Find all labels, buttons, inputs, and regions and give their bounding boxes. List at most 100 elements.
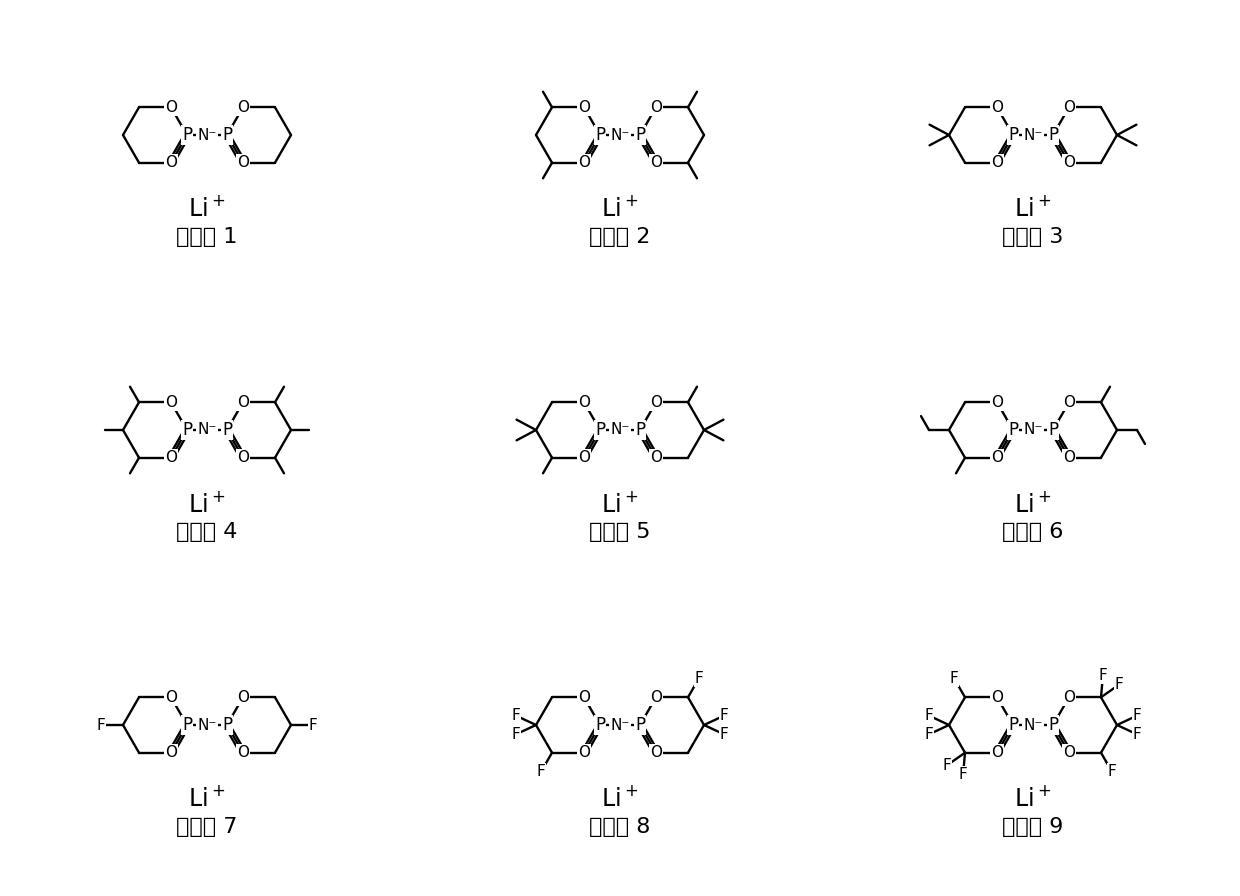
Text: F: F [925, 708, 934, 723]
Text: O: O [650, 395, 662, 409]
Text: F: F [694, 671, 703, 685]
Text: 化合物 6: 化合物 6 [1002, 522, 1064, 542]
Text: P: P [1008, 126, 1018, 144]
Text: S: S [579, 745, 589, 761]
Text: P: P [222, 421, 232, 439]
Text: O: O [1063, 451, 1075, 465]
Text: O: O [578, 155, 590, 170]
Text: Li$^+$: Li$^+$ [601, 492, 639, 516]
Text: O: O [991, 745, 1003, 760]
Text: O: O [165, 745, 177, 760]
Text: O: O [237, 99, 249, 115]
Text: O: O [578, 690, 590, 705]
Text: F: F [950, 671, 959, 685]
Text: F: F [719, 727, 728, 742]
Text: Li$^+$: Li$^+$ [601, 787, 639, 812]
Text: P: P [1048, 716, 1058, 734]
Text: Li$^+$: Li$^+$ [1014, 196, 1052, 221]
Text: P: P [1048, 421, 1058, 439]
Text: O: O [165, 395, 177, 409]
Text: O: O [578, 451, 590, 465]
Text: F: F [512, 727, 521, 742]
Text: P: P [182, 716, 192, 734]
Text: O: O [1063, 155, 1075, 170]
Text: O: O [237, 155, 249, 170]
Text: O: O [1063, 745, 1075, 760]
Text: 化合物 5: 化合物 5 [589, 522, 651, 542]
Text: O: O [991, 395, 1003, 409]
Text: O: O [165, 99, 177, 115]
Text: F: F [959, 767, 967, 782]
Text: P: P [595, 421, 605, 439]
Text: F: F [925, 727, 934, 742]
Text: P: P [182, 421, 192, 439]
Text: F: F [512, 708, 521, 723]
Text: Li$^+$: Li$^+$ [1014, 787, 1052, 812]
Text: O: O [1063, 690, 1075, 705]
Text: P: P [1048, 126, 1058, 144]
Text: S: S [651, 745, 661, 761]
Text: N⁻: N⁻ [1023, 718, 1043, 733]
Text: O: O [165, 450, 177, 465]
Text: O: O [578, 450, 590, 465]
Text: 化合物 9: 化合物 9 [1002, 817, 1064, 837]
Text: O: O [237, 745, 249, 760]
Text: F: F [537, 764, 546, 780]
Text: O: O [578, 745, 590, 760]
Text: O: O [165, 155, 177, 170]
Text: F: F [1132, 708, 1141, 723]
Text: O: O [165, 690, 177, 705]
Text: N⁻: N⁻ [610, 423, 630, 437]
Text: S: S [992, 745, 1002, 761]
Text: O: O [650, 155, 662, 170]
Text: P: P [1008, 421, 1018, 439]
Text: 化合物 2: 化合物 2 [589, 227, 651, 247]
Text: O: O [991, 99, 1003, 115]
Text: Li$^+$: Li$^+$ [188, 196, 226, 221]
Text: 化合物 7: 化合物 7 [176, 817, 238, 837]
Text: N⁻: N⁻ [1023, 127, 1043, 142]
Text: O: O [1063, 155, 1075, 170]
Text: P: P [182, 126, 192, 144]
Text: 化合物 8: 化合物 8 [589, 817, 651, 837]
Text: 化合物 4: 化合物 4 [176, 522, 238, 542]
Text: N⁻: N⁻ [197, 718, 217, 733]
Text: O: O [650, 99, 662, 115]
Text: O: O [650, 450, 662, 465]
Text: F: F [309, 718, 317, 733]
Text: F: F [942, 758, 951, 773]
Text: S: S [1064, 745, 1074, 761]
Text: F: F [1107, 764, 1116, 780]
Text: P: P [635, 126, 645, 144]
Text: O: O [578, 99, 590, 115]
Text: O: O [1063, 450, 1075, 465]
Text: O: O [991, 451, 1003, 465]
Text: P: P [222, 126, 232, 144]
Text: N⁻: N⁻ [197, 127, 217, 142]
Text: P: P [1008, 716, 1018, 734]
Text: 化合物 3: 化合物 3 [1002, 227, 1064, 247]
Text: F: F [719, 708, 728, 723]
Text: F: F [1132, 727, 1141, 742]
Text: O: O [1063, 395, 1075, 409]
Text: Li$^+$: Li$^+$ [1014, 492, 1052, 516]
Text: Li$^+$: Li$^+$ [188, 492, 226, 516]
Text: P: P [635, 716, 645, 734]
Text: F: F [97, 718, 105, 733]
Text: P: P [635, 421, 645, 439]
Text: O: O [991, 155, 1003, 170]
Text: P: P [595, 126, 605, 144]
Text: O: O [165, 155, 177, 170]
Text: N⁻: N⁻ [1023, 423, 1043, 437]
Text: O: O [237, 450, 249, 465]
Text: O: O [650, 745, 662, 760]
Text: O: O [991, 155, 1003, 170]
Text: O: O [650, 155, 662, 170]
Text: O: O [237, 155, 249, 170]
Text: O: O [165, 451, 177, 465]
Text: 化合物 1: 化合物 1 [176, 227, 238, 247]
Text: O: O [650, 690, 662, 705]
Text: O: O [578, 155, 590, 170]
Text: S: S [238, 745, 248, 761]
Text: F: F [1099, 668, 1107, 683]
